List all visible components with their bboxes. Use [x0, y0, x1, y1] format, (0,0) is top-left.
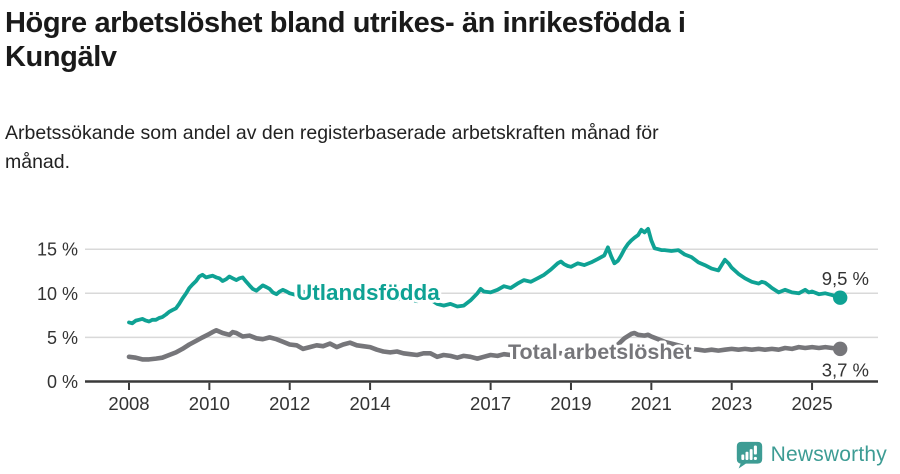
subtitle-line-1: Arbetssökande som andel av den registerb… — [5, 122, 659, 144]
x-axis — [85, 380, 878, 390]
page-title: Högre arbetslöshet bland utrikes- än inr… — [5, 6, 885, 74]
gridlines — [85, 248, 878, 339]
title-line-2: Kungälv — [5, 41, 117, 73]
bar-chart-exclamation-glyph — [740, 445, 757, 460]
x-tick-label: 2010 — [189, 393, 230, 414]
y-tick-label: 10 % — [37, 284, 78, 304]
x-axis-labels: 2008 2010 2012 2014 2017 2019 2021 2023 2025 — [108, 393, 832, 414]
x-tick-label: 2012 — [269, 393, 310, 414]
y-tick-label: 5 % — [47, 328, 78, 348]
y-axis-labels: 0 % 5 % 10 % 15 % — [37, 240, 78, 392]
end-dot-total-arbetsloshet — [832, 341, 848, 357]
series-line-utlandsfodda — [127, 226, 843, 326]
x-tick-label: 2008 — [108, 393, 149, 414]
x-tick-label: 2023 — [711, 393, 752, 414]
x-tick-label: 2014 — [350, 393, 391, 414]
newsworthy-bubble-icon — [736, 441, 762, 469]
end-value-label-total-arbetsloshet: 3,7 % — [822, 360, 869, 381]
title-line-1: Högre arbetslöshet bland utrikes- än inr… — [5, 7, 686, 39]
newsworthy-logo: Newsworthy — [735, 440, 887, 469]
newsworthy-wordmark: Newsworthy — [770, 442, 887, 466]
y-tick-label: 15 % — [37, 240, 78, 260]
bubble-shape — [736, 441, 762, 469]
series-label-total-arbetsloshet: Total arbetslöshet — [508, 340, 692, 364]
x-tick-label: 2025 — [791, 393, 832, 414]
x-tick-label: 2021 — [631, 393, 672, 414]
x-tick-label: 2017 — [470, 393, 511, 414]
x-tick-label: 2019 — [550, 393, 591, 414]
end-value-label-utlandsfodda: 9,5 % — [822, 268, 869, 289]
y-tick-label: 0 % — [47, 372, 78, 392]
series-line-total-arbetsloshet — [126, 327, 843, 362]
series-labels: Utlandsfödda Total arbetslöshet 9,5 % 3,7 % — [293, 268, 869, 381]
chart-subtitle: Arbetssökande som andel av den registerb… — [5, 119, 885, 177]
end-dot-utlandsfodda — [832, 290, 848, 305]
subtitle-line-2: månad. — [5, 151, 71, 173]
series-label-utlandsfodda: Utlandsfödda — [296, 280, 440, 305]
data-series — [126, 226, 848, 362]
chart-header: Högre arbetslöshet bland utrikes- än inr… — [5, 6, 885, 177]
